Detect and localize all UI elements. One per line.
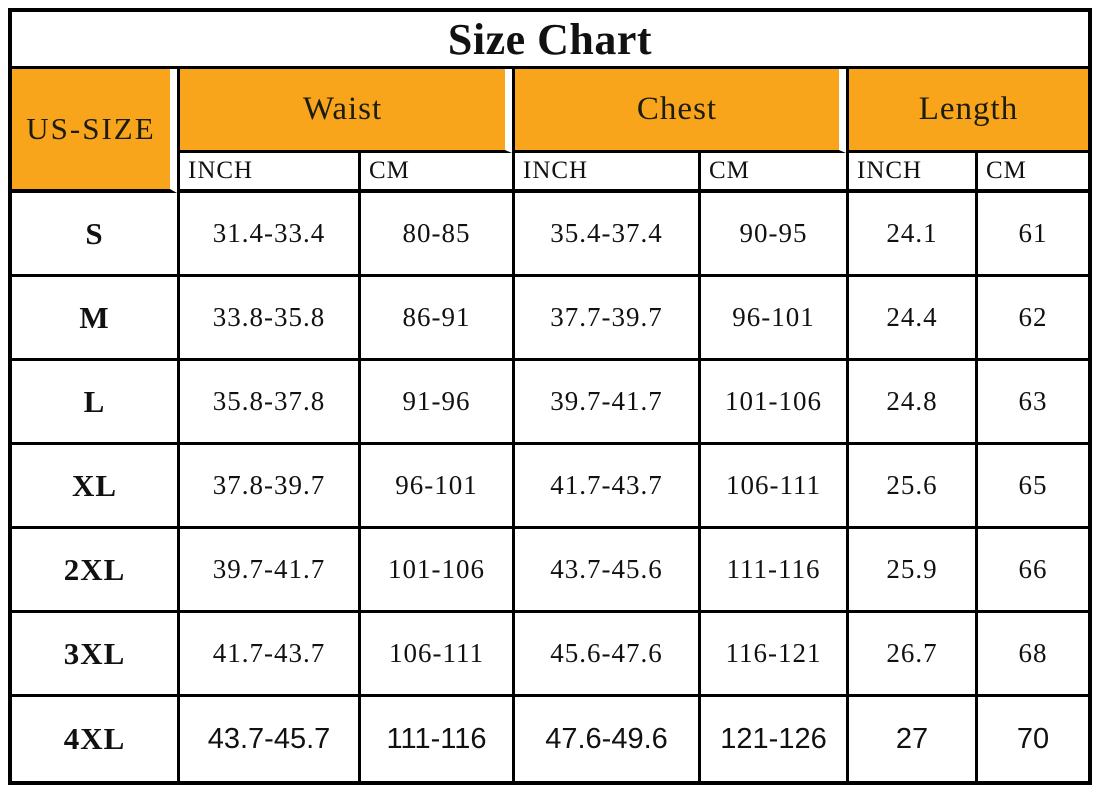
- cell-length-cm: 63: [975, 361, 1088, 445]
- cell-chest-cm: 121-126: [698, 697, 846, 781]
- cell-chest-cm: 96-101: [698, 277, 846, 361]
- cell-waist-cm: 101-106: [358, 529, 512, 613]
- unit-header-length-inch: INCH: [846, 153, 975, 193]
- cell-chest-inch: 39.7-41.7: [512, 361, 698, 445]
- header-chest: Chest: [512, 69, 846, 153]
- size-label: XL: [12, 445, 177, 529]
- chart-title: Size Chart: [12, 12, 1088, 69]
- cell-waist-inch: 43.7-45.7: [177, 697, 358, 781]
- cell-chest-inch: 45.6-47.6: [512, 613, 698, 697]
- size-label: S: [12, 193, 177, 277]
- cell-waist-inch: 33.8-35.8: [177, 277, 358, 361]
- cell-length-cm: 66: [975, 529, 1088, 613]
- cell-length-cm: 68: [975, 613, 1088, 697]
- unit-header-waist-cm: CM: [358, 153, 512, 193]
- cell-waist-cm: 96-101: [358, 445, 512, 529]
- cell-chest-inch: 37.7-39.7: [512, 277, 698, 361]
- cell-length-cm: 70: [975, 697, 1088, 781]
- cell-length-inch: 24.1: [846, 193, 975, 277]
- cell-length-inch: 25.9: [846, 529, 975, 613]
- cell-waist-cm: 91-96: [358, 361, 512, 445]
- cell-length-cm: 65: [975, 445, 1088, 529]
- unit-header-chest-inch: INCH: [512, 153, 698, 193]
- cell-chest-inch: 35.4-37.4: [512, 193, 698, 277]
- header-length: Length: [846, 69, 1088, 153]
- cell-length-cm: 61: [975, 193, 1088, 277]
- unit-header-waist-inch: INCH: [177, 153, 358, 193]
- cell-waist-inch: 37.8-39.7: [177, 445, 358, 529]
- cell-length-inch: 25.6: [846, 445, 975, 529]
- cell-chest-cm: 106-111: [698, 445, 846, 529]
- size-label: 3XL: [12, 613, 177, 697]
- cell-waist-cm: 111-116: [358, 697, 512, 781]
- header-us-size: US-SIZE: [12, 69, 177, 193]
- cell-chest-inch: 47.6-49.6: [512, 697, 698, 781]
- cell-chest-cm: 116-121: [698, 613, 846, 697]
- cell-chest-cm: 101-106: [698, 361, 846, 445]
- size-label: L: [12, 361, 177, 445]
- cell-chest-inch: 43.7-45.6: [512, 529, 698, 613]
- unit-header-length-cm: CM: [975, 153, 1088, 193]
- cell-length-inch: 26.7: [846, 613, 975, 697]
- cell-waist-inch: 41.7-43.7: [177, 613, 358, 697]
- cell-waist-cm: 80-85: [358, 193, 512, 277]
- cell-chest-cm: 90-95: [698, 193, 846, 277]
- size-label: 4XL: [63, 721, 126, 756]
- cell-length-inch: 24.8: [846, 361, 975, 445]
- size-chart-table: Size Chart US-SIZE Waist Chest Length IN…: [8, 8, 1092, 785]
- cell-length-cm: 62: [975, 277, 1088, 361]
- cell-waist-inch: 31.4-33.4: [177, 193, 358, 277]
- cell-waist-inch: 35.8-37.8: [177, 361, 358, 445]
- unit-header-chest-cm: CM: [698, 153, 846, 193]
- size-label: M: [12, 277, 177, 361]
- cell-waist-cm: 106-111: [358, 613, 512, 697]
- cell-chest-cm: 111-116: [698, 529, 846, 613]
- cell-length-inch: 27: [846, 697, 975, 781]
- cell-chest-inch: 41.7-43.7: [512, 445, 698, 529]
- header-waist: Waist: [177, 69, 512, 153]
- cell-waist-inch: 39.7-41.7: [177, 529, 358, 613]
- size-label: 2XL: [12, 529, 177, 613]
- cell-waist-cm: 86-91: [358, 277, 512, 361]
- cell-length-inch: 24.4: [846, 277, 975, 361]
